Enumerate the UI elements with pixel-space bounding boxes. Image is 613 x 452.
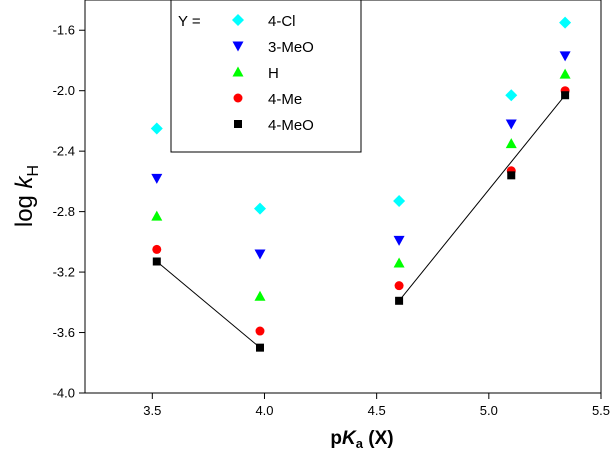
data-marks: [150, 16, 572, 352]
y-tick-label: -2.0: [53, 83, 75, 98]
y-tick-label: -1.6: [53, 23, 75, 38]
legend-marker-4-cl: [232, 14, 244, 26]
data-point-h: [254, 290, 266, 301]
x-tick-label: 4.0: [255, 403, 273, 418]
data-point-h: [505, 138, 517, 149]
y-axis-title-italic: k: [11, 174, 38, 188]
x-axis-title-main: K: [342, 428, 357, 449]
data-point-h: [393, 257, 405, 268]
x-axis-title-suffix: (X): [363, 428, 394, 449]
legend-label: 3-MeO: [268, 39, 314, 56]
data-point-4-me: [255, 326, 265, 336]
data-point-4-meo: [395, 296, 404, 305]
x-tick-label: 3.5: [143, 403, 161, 418]
legend-items: 4-Cl 3-MeO H 4-Me 4-MeO: [232, 13, 314, 134]
y-tick-label: -3.6: [53, 325, 75, 340]
legend-marker-3-meo: [232, 41, 244, 52]
data-point-4-cl: [559, 16, 572, 29]
data-point-4-cl: [150, 122, 163, 135]
x-tick-label: 4.5: [368, 403, 386, 418]
plot-area: [84, 0, 602, 394]
legend-label: 4-MeO: [268, 117, 314, 134]
y-tick-label: -2.8: [53, 204, 75, 219]
data-point-4-meo: [255, 343, 264, 352]
legend-box: [170, 0, 362, 153]
data-point-4-me: [152, 244, 162, 254]
legend-label: 4-Cl: [268, 13, 296, 30]
legend-marker-4-meo: [234, 120, 242, 128]
data-point-3-meo: [559, 51, 571, 62]
x-axis-title: pKa (X): [330, 428, 393, 451]
x-tick-label: 5.5: [592, 403, 610, 418]
data-point-4-meo: [507, 171, 516, 180]
fit-line: [156, 261, 261, 349]
data-point-3-meo: [505, 119, 517, 130]
y-tick-label: -2.4: [53, 144, 75, 159]
data-point-4-meo: [152, 257, 161, 266]
legend-title: Y =: [178, 13, 201, 30]
x-tick-label: 5.0: [480, 403, 498, 418]
y-axis-title-sub: H: [25, 165, 42, 177]
legend-marker-4-me: [233, 93, 243, 103]
data-point-4-me: [394, 281, 404, 291]
data-point-4-cl: [253, 202, 266, 215]
data-point-4-cl: [505, 89, 518, 102]
fit-line: [398, 94, 566, 302]
axis-ticks: 3.5 4.0 4.5 5.0 5.5 -4.0 -3.6 -3.2 -2.8 -2.4 -2.0 -…: [53, 23, 610, 418]
x-axis-title-prefix: p: [330, 428, 342, 449]
data-point-3-meo: [151, 173, 163, 184]
fit-lines: [156, 94, 566, 349]
legend-marker-h: [232, 66, 244, 77]
data-point-4-meo: [561, 91, 570, 100]
data-point-h: [559, 68, 571, 79]
y-tick-label: -4.0: [53, 386, 75, 401]
legend-label: H: [268, 65, 279, 82]
data-point-h: [151, 210, 163, 221]
y-axis-title-main: log: [11, 188, 38, 227]
data-point-4-cl: [393, 195, 406, 208]
data-point-3-meo: [393, 235, 405, 246]
x-axis-title-sub: a: [356, 436, 364, 451]
y-tick-label: -3.2: [53, 265, 75, 280]
data-point-3-meo: [254, 249, 266, 260]
legend-label: 4-Me: [268, 91, 302, 108]
y-axis-title: log kH: [11, 165, 42, 227]
